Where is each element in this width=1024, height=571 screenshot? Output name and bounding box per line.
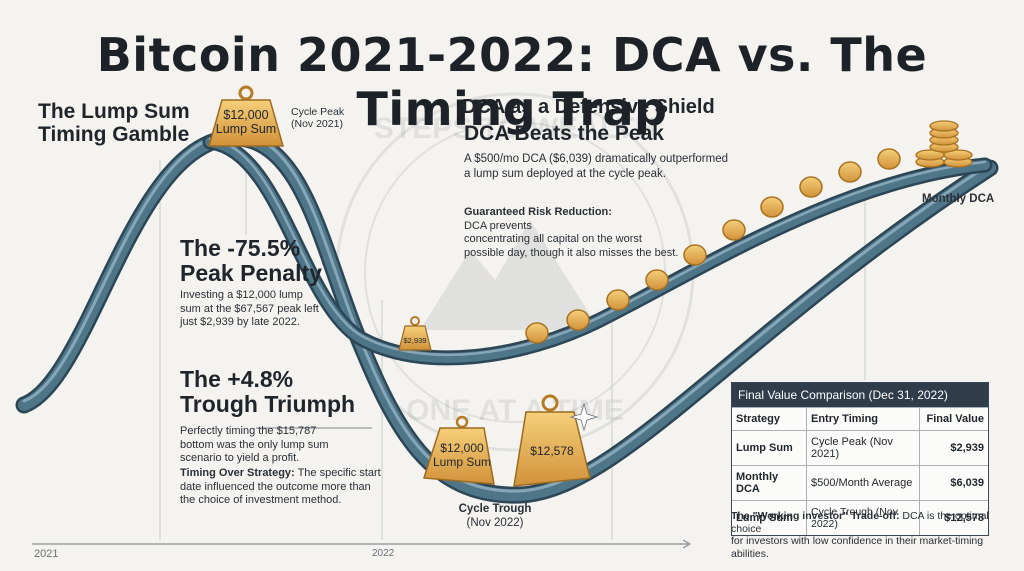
risk-block: Guaranteed Risk Reduction: DCA prevents … bbox=[464, 206, 678, 260]
sparkle-icon bbox=[569, 402, 599, 432]
timing-rest: The specific start bbox=[294, 467, 381, 479]
timing-line1: Timing Over Strategy: The specific start bbox=[180, 467, 381, 481]
table-grid: Strategy Entry Timing Final Value Lump S… bbox=[732, 407, 988, 535]
tradeoff-line1: The "Working investor" Trade-off: DCA is… bbox=[731, 510, 1016, 535]
dca-beats-block: DCA Beats the Peak A $500/mo DCA ($6,039… bbox=[464, 122, 728, 181]
trough-weight-label: Lump Sum bbox=[433, 455, 491, 469]
table-header: Strategy bbox=[732, 407, 807, 431]
table-row: Lump Sum Cycle Trough (Nov 2022) $12,578 bbox=[732, 500, 988, 535]
dca-coin bbox=[722, 219, 746, 241]
tradeoff-rest: DCA is the optimal choice bbox=[731, 510, 989, 535]
axis-label-2021: 2021 bbox=[34, 548, 59, 560]
timing-block: Timing Over Strategy: The specific start… bbox=[180, 467, 381, 508]
timing-line3: the choice of investment method. bbox=[180, 494, 342, 506]
cycle-trough-label: Cycle Trough (Nov 2022) bbox=[440, 503, 550, 530]
risk-line1: DCA prevents bbox=[464, 219, 532, 232]
table-cell: $6,039 bbox=[919, 465, 988, 501]
table-row: Lump Sum Cycle Peak (Nov 2021) $2,939 bbox=[732, 430, 988, 466]
watermark-top-text: STEPS TO WEALTH bbox=[374, 112, 656, 145]
cycle-peak-label: Cycle Peak (Nov 2021) bbox=[291, 106, 344, 130]
dca-coin bbox=[877, 148, 901, 170]
dca-coin bbox=[606, 289, 630, 311]
monthly-dca-label: Monthly DCA bbox=[922, 193, 995, 205]
axis-label-2022: 2022 bbox=[372, 548, 395, 559]
table-cell: Lump Sum bbox=[732, 430, 807, 466]
timing-bold: Timing Over Strategy: bbox=[180, 467, 295, 479]
table-cell: $500/Month Average bbox=[806, 465, 920, 501]
table-header: Entry Timing bbox=[806, 407, 920, 431]
peak-penalty-line1: Investing a $12,000 lump bbox=[180, 289, 303, 301]
tradeoff-bold: The "Working investor" Trade-off: bbox=[731, 510, 900, 522]
table-row: Monthly DCA $500/Month Average $6,039 bbox=[732, 465, 988, 501]
table-cell: $2,939 bbox=[919, 430, 988, 466]
lump-gamble-heading: The Lump Sum Timing Gamble bbox=[38, 100, 190, 146]
dca-track bbox=[202, 134, 993, 366]
risk-title: Guaranteed Risk Reduction: bbox=[464, 206, 612, 218]
comparison-table: Final Value Comparison (Dec 31, 2022) St… bbox=[731, 382, 989, 536]
trough-weight-2-amount: $12,578 bbox=[530, 444, 574, 458]
peak-penalty-title2: Peak Penalty bbox=[180, 260, 322, 286]
coin-stack-icon bbox=[915, 120, 973, 168]
cycle-trough-line2: (Nov 2022) bbox=[466, 516, 524, 529]
trough-weight-icon-1 bbox=[422, 415, 495, 485]
trough-line1: Perfectly timing the $15,787 bbox=[180, 425, 317, 437]
risk-line2: concentrating all capital on the worst bbox=[464, 233, 642, 245]
page-title: Bitcoin 2021-2022: DCA vs. The Timing Tr… bbox=[96, 28, 928, 136]
dca-coin bbox=[799, 176, 823, 198]
dca-beats-line1: A $500/mo DCA ($6,039) dramatically outp… bbox=[464, 153, 728, 165]
peak-weight-icon bbox=[208, 85, 284, 147]
tradeoff-line2: for investors with low confidence in the… bbox=[731, 535, 984, 560]
cycle-peak-line2: (Nov 2021) bbox=[291, 118, 343, 130]
table-caption: Final Value Comparison (Dec 31, 2022) bbox=[732, 383, 988, 407]
table-cell: Monthly DCA bbox=[732, 465, 807, 501]
table-header-row: Strategy Entry Timing Final Value bbox=[732, 407, 988, 431]
dca-coin bbox=[645, 269, 669, 291]
peak-weight-amount: $12,000 bbox=[223, 108, 268, 122]
dca-coin bbox=[525, 322, 549, 344]
dca-coin bbox=[683, 244, 707, 266]
dca-coin bbox=[566, 309, 590, 331]
time-axis bbox=[32, 539, 692, 549]
dca-coin bbox=[760, 196, 784, 218]
timing-line2: date influenced the outcome more than bbox=[180, 480, 371, 493]
cycle-trough-line1: Cycle Trough bbox=[458, 503, 532, 515]
trough-weight-amount: $12,000 bbox=[440, 441, 484, 455]
lump-gamble-line2: Timing Gamble bbox=[38, 123, 190, 146]
dca-coin bbox=[838, 161, 862, 183]
dca-beats-title: DCA Beats the Peak bbox=[464, 122, 664, 145]
trough-title1: The +4.8% bbox=[180, 366, 294, 392]
table-cell: $12,578 bbox=[919, 500, 988, 535]
peak-penalty-line2: sum at the $67,567 peak left bbox=[180, 302, 319, 315]
peak-penalty-line3: just $2,939 by late 2022. bbox=[180, 316, 300, 328]
lump-gamble-line1: The Lump Sum bbox=[38, 100, 190, 123]
trough-weight-icon-2 bbox=[513, 394, 599, 487]
table-cell: Cycle Peak (Nov 2021) bbox=[806, 430, 920, 466]
trough-triumph-block: The +4.8% Trough Triumph Perfectly timin… bbox=[180, 367, 355, 466]
small-weight-icon bbox=[398, 316, 432, 351]
cycle-peak-line1: Cycle Peak bbox=[291, 106, 345, 118]
peak-weight-label: Lump Sum bbox=[216, 122, 276, 136]
dca-beats-line2: a lump sum deployed at the cycle peak. bbox=[464, 167, 667, 180]
peak-penalty-block: The -75.5% Peak Penalty Investing a $12,… bbox=[180, 236, 322, 330]
dca-shield-heading: DCA as a Defensive Shield bbox=[462, 96, 715, 118]
dca-coins bbox=[525, 148, 901, 344]
watermark-bottom-text: ONE AT A TIME bbox=[406, 394, 624, 427]
table-header: Final Value bbox=[919, 407, 988, 431]
peak-penalty-title1: The -75.5% bbox=[180, 235, 301, 261]
tradeoff-note: The "Working investor" Trade-off: DCA is… bbox=[731, 510, 1016, 560]
trough-line2: bottom was the only lump sum bbox=[180, 438, 329, 451]
table-cell: Cycle Trough (Nov 2022) bbox=[806, 500, 920, 535]
small-weight-amount: $2,939 bbox=[404, 336, 427, 345]
table-cell: Lump Sum bbox=[732, 500, 807, 535]
trough-line3: scenario to yield a profit. bbox=[180, 452, 300, 464]
risk-line3: possible day, though it also misses the … bbox=[464, 246, 679, 259]
trough-title2: Trough Triumph bbox=[180, 391, 356, 417]
